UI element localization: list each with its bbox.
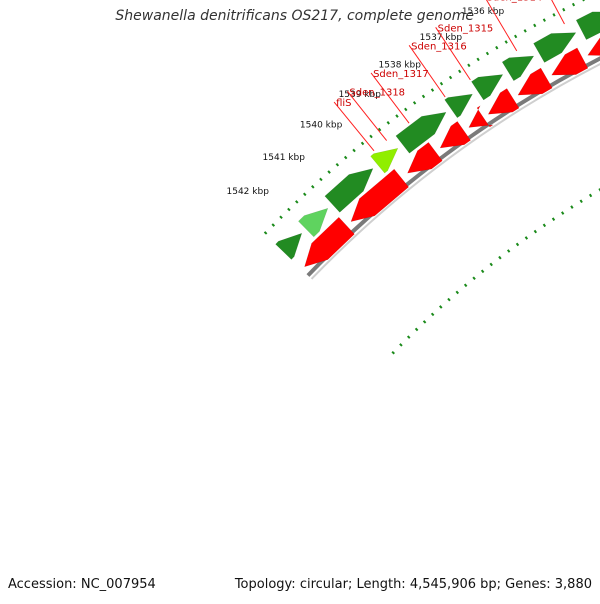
reverse-gene-12[interactable]	[298, 207, 329, 238]
reverse-gene-11[interactable]	[324, 168, 374, 213]
forward-gene-10[interactable]	[350, 168, 410, 223]
reverse-gene-4[interactable]	[575, 11, 600, 41]
label-leader-line	[370, 72, 410, 124]
reverse-gene-8[interactable]	[444, 93, 473, 119]
forward-gene-8[interactable]	[439, 121, 471, 149]
gene-label[interactable]: Sden_1316	[411, 41, 467, 52]
label-leader-line	[333, 101, 375, 152]
label-leader-line	[347, 90, 388, 141]
forward-gene-6[interactable]	[487, 88, 520, 115]
forward-gene-9[interactable]	[407, 142, 443, 174]
reverse-gene-5[interactable]	[533, 32, 577, 63]
forward-gene-5[interactable]	[517, 67, 553, 96]
label-leader-line	[551, 0, 565, 25]
gene-label[interactable]: fliS	[336, 98, 351, 109]
tick-label: 1542 kbp	[227, 187, 270, 197]
forward-gene-11[interactable]	[304, 216, 355, 268]
topology-label: Topology:	[234, 577, 296, 592]
backbone-outer	[306, 56, 600, 277]
genes-label: Genes:	[505, 577, 551, 592]
reverse-gene-6[interactable]	[501, 55, 535, 82]
label-leader-line	[485, 0, 518, 52]
accession-info: Accession: NC_007954	[8, 577, 156, 592]
gene-label[interactable]: Sden_1315	[438, 23, 494, 34]
length-value: 4,545,906 bp	[409, 577, 497, 592]
reverse-gene-13[interactable]	[275, 232, 303, 260]
topology-value: circular	[299, 577, 348, 592]
backbone-inner	[310, 63, 600, 280]
genome-title: Shewanella denitrificans OS217, complete…	[115, 8, 474, 24]
reverse-gene-7[interactable]	[471, 74, 504, 101]
tick-ring-dots	[263, 0, 587, 235]
tick-label: 1536 kbp	[462, 7, 505, 17]
gene-label[interactable]: Sden_1317	[373, 69, 429, 80]
reverse-gene-9[interactable]	[395, 111, 447, 154]
genome-stats: Topology: circular; Length: 4,545,906 bp…	[234, 577, 592, 592]
accession-label: Accession:	[8, 577, 77, 592]
gene-label[interactable]: Sden_1318	[349, 87, 405, 98]
forward-gene-7[interactable]	[468, 105, 494, 128]
tick-label: 1540 kbp	[300, 121, 343, 131]
genes-value: 3,880	[554, 577, 592, 592]
tick-label: 1538 kbp	[379, 61, 422, 71]
reverse-gene-10[interactable]	[370, 147, 399, 174]
length-label: Length:	[356, 577, 406, 592]
tick-label: 1541 kbp	[263, 153, 306, 163]
label-leader-line	[435, 27, 471, 81]
gene-label[interactable]: Sden_1314	[487, 0, 543, 4]
label-leader-line	[408, 45, 446, 98]
accession-value: NC_007954	[80, 577, 156, 592]
tick-label: 1537 kbp	[420, 33, 463, 43]
tick-label: 1539 kbp	[339, 90, 382, 100]
forward-gene-4[interactable]	[551, 47, 589, 76]
